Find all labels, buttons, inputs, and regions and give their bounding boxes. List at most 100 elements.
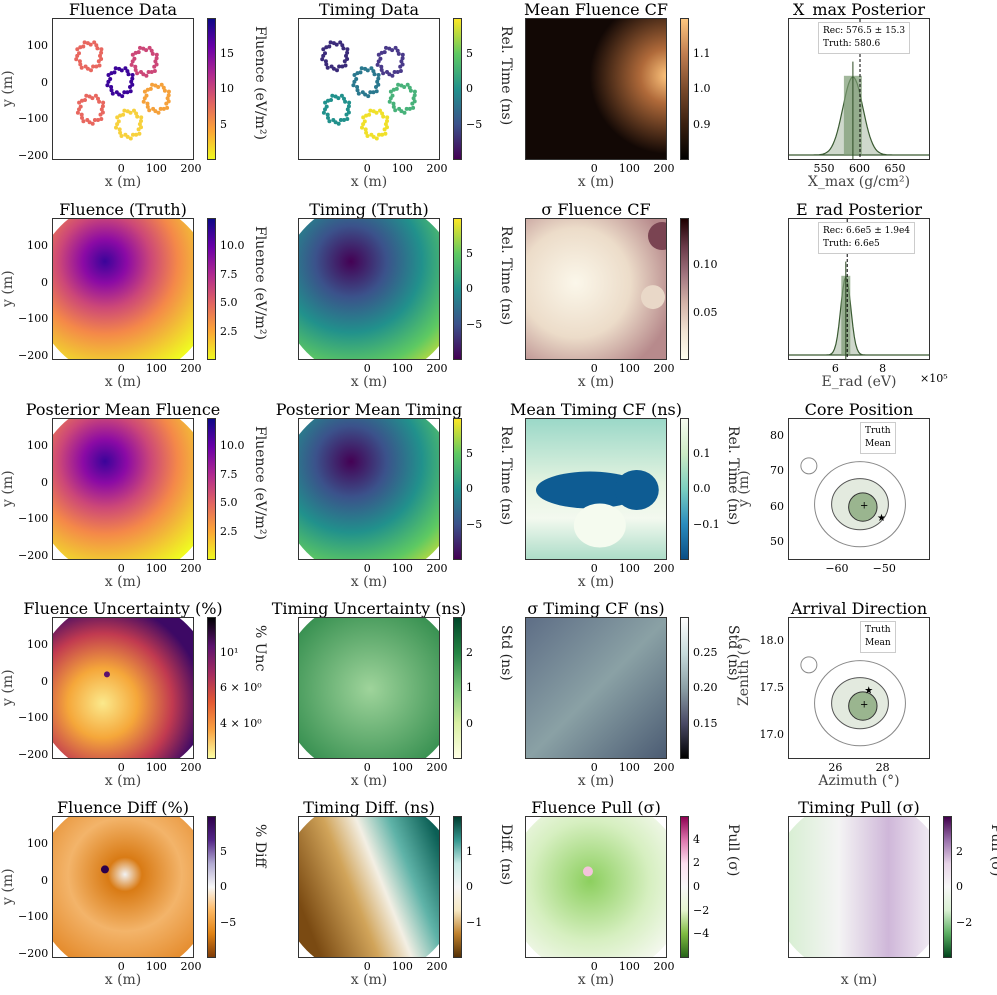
x-tick-label: 28	[875, 761, 890, 774]
heatmap-image	[526, 419, 666, 559]
y-tick-label: 60	[770, 499, 784, 513]
colorbar-tick-label: 1.0	[693, 82, 711, 95]
colorbar	[680, 18, 689, 160]
x-tick-label: 0	[590, 162, 598, 175]
plot-area	[52, 816, 194, 958]
colorbar-tick-label: 0	[956, 880, 963, 893]
svg-text:★: ★	[877, 513, 886, 524]
colorbar-label: % Unc	[252, 625, 268, 672]
colorbar	[207, 617, 216, 759]
colorbar-tick-label: 0.1	[693, 446, 711, 460]
colorbar-label: Fluence (eV/m²)	[252, 426, 268, 541]
x-axis-label: x (m)	[577, 574, 615, 590]
y-tick-label: 18.0	[759, 633, 785, 647]
colorbar	[453, 816, 462, 958]
x-tick-label: 200	[653, 562, 675, 575]
colorbar	[453, 617, 462, 759]
heatmap-image	[526, 19, 666, 159]
colorbar-tick-label: 2.5	[220, 324, 238, 338]
plot-area	[298, 816, 440, 958]
panel-title: Posterior Mean Timing	[275, 400, 463, 419]
x-tick-label: 0	[590, 761, 598, 774]
y-tick-label: −200	[18, 549, 49, 563]
x-tick-label: 200	[180, 362, 202, 375]
colorbar-tick-label: 0.05	[693, 305, 718, 319]
x-tick-label: 100	[391, 960, 413, 973]
legend-entry: Truth: 580.6	[823, 39, 881, 49]
panel-title: Timing Data	[318, 0, 420, 19]
x-tick-label: 100	[618, 162, 640, 175]
x-tick-label: 100	[618, 761, 640, 774]
y-tick-label: 100	[27, 238, 48, 252]
panel-title: Fluence Diff (%)	[57, 798, 189, 817]
svg-text:★: ★	[864, 685, 873, 696]
x-tick-label: 100	[391, 761, 413, 774]
colorbar-tick-label: −4	[693, 927, 710, 941]
plot-area	[788, 816, 930, 958]
heatmap-image	[53, 219, 193, 359]
colorbar-tick-label: −2	[956, 915, 973, 929]
legend-entry: Truth	[865, 625, 891, 635]
contour-plot: ★ +	[800, 457, 906, 548]
plot-area	[52, 18, 194, 160]
colorbar-label: Fluence (eV/m²)	[252, 226, 268, 341]
heatmap-image	[299, 618, 439, 758]
heatmap-image	[526, 618, 666, 758]
colorbar-tick-label: 5	[466, 246, 473, 260]
panel-title: Posterior Mean Fluence	[25, 400, 221, 419]
x-tick-label: 200	[426, 761, 448, 774]
y-axis-label: y (m)	[0, 868, 16, 905]
colorbar-label: Rel. Time (ns)	[498, 26, 514, 126]
colorbar-tick-label: 7.5	[220, 267, 238, 281]
x-tick-label: 550	[813, 162, 835, 175]
x-tick-label: 200	[180, 562, 202, 575]
panel-title: Timing (Truth)	[309, 200, 429, 219]
colorbar-tick-label: −0.1	[693, 517, 720, 531]
y-tick-label: −100	[18, 512, 49, 526]
plot-area	[52, 218, 194, 360]
x-tick-label: 650	[884, 162, 906, 175]
colorbar-tick-label: 0	[220, 880, 227, 893]
panel-title: σ Timing CF (ns)	[527, 599, 665, 618]
heatmap-image	[53, 419, 193, 559]
y-tick-label: −100	[18, 910, 49, 924]
x-axis-label: x (m)	[350, 972, 388, 988]
y-tick-label: 0	[41, 674, 48, 688]
colorbar-label: Fluence (eV/m²)	[252, 26, 268, 141]
colorbar-tick-label: 0.15	[693, 716, 718, 730]
x-axis-label: x (m)	[577, 972, 615, 988]
colorbar-tick-label: 0	[693, 880, 700, 893]
x-tick-label: 100	[145, 960, 167, 973]
x-axis-label: x (m)	[577, 374, 615, 390]
x-tick-label: 0	[590, 960, 598, 973]
plot-area	[525, 816, 667, 958]
colorbar	[207, 418, 216, 560]
plot-area	[525, 18, 667, 160]
legend: Truth Mean	[860, 422, 896, 454]
colorbar-tick-label: 0.0	[693, 482, 711, 495]
x-tick-label: 0	[117, 362, 125, 375]
contour-plot: ★ +	[800, 656, 906, 747]
heatmap-image	[526, 817, 666, 957]
plot-area: ★ +	[788, 418, 930, 560]
colorbar-tick-label: 10.0	[220, 439, 245, 453]
y-tick-label: −100	[18, 711, 49, 725]
y-tick-label: 70	[770, 464, 784, 478]
x-tick-label: 100	[391, 162, 413, 175]
legend: Rec: 6.6e5 ± 1.9e4 Truth: 6.6e5	[818, 222, 916, 254]
y-axis-label: Zenith (°)	[736, 637, 752, 706]
x-tick-label: 200	[653, 362, 675, 375]
x-axis-label: x (m)	[577, 773, 615, 789]
colorbar-tick-label: 2	[956, 844, 963, 858]
panel-title: Fluence Pull (σ)	[531, 798, 661, 817]
panel-title: E_rad Posterior	[795, 200, 923, 219]
colorbar-tick-label: 0	[466, 482, 473, 495]
y-tick-label: 17.0	[759, 728, 785, 742]
posterior-density	[789, 219, 929, 359]
colorbar-tick-label: 1	[466, 681, 473, 694]
heatmap-image	[526, 219, 666, 359]
colorbar-tick-label: 15	[220, 46, 234, 60]
y-tick-label: 0	[41, 873, 48, 887]
colorbar	[207, 218, 216, 360]
x-tick-label: 200	[426, 162, 448, 175]
